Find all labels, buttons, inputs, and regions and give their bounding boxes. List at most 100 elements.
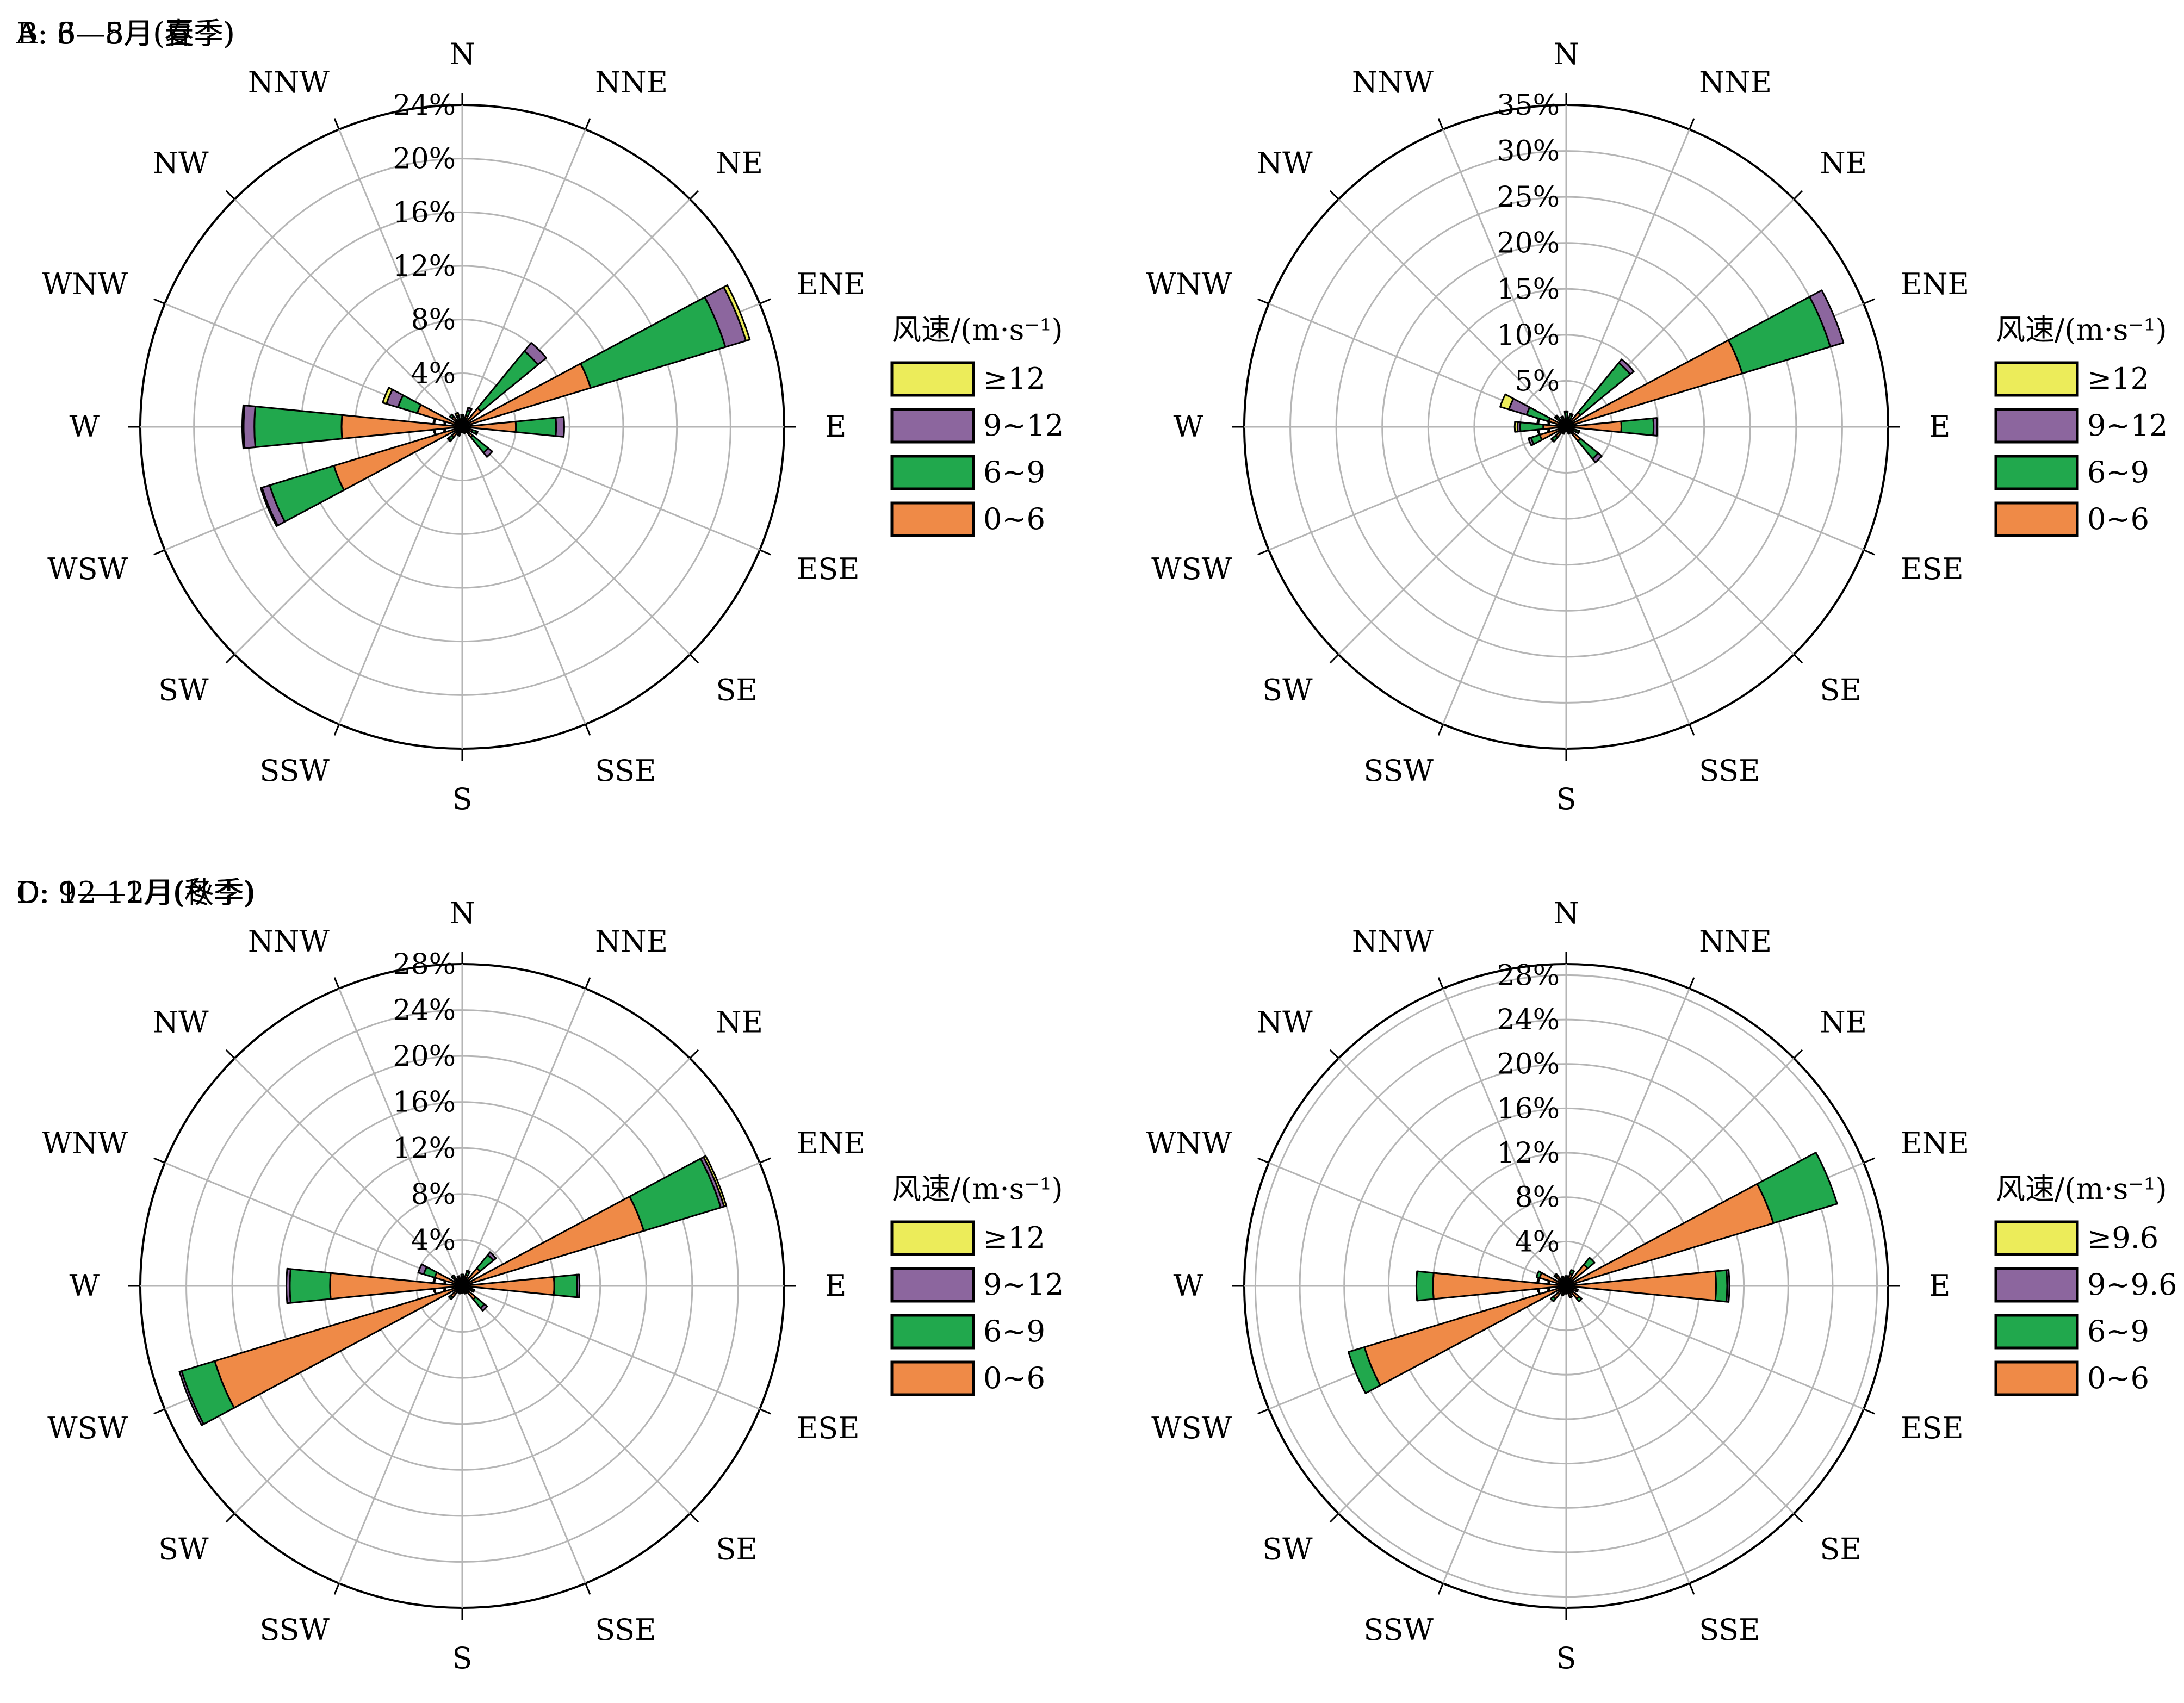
ring-tick [585,724,591,736]
legend-title: 风速/(m·s⁻¹) [1996,313,2167,347]
legend-label-1: 9~9.6 [2087,1267,2177,1302]
direction-label-se: SE [716,1532,757,1566]
ring-tick [153,1157,165,1164]
petal-s-speed-1 [1565,1291,1568,1295]
direction-label-w: W [69,1269,100,1303]
radial-tick-label: 8% [411,1178,456,1211]
petal-se-speed-2 [480,1303,488,1312]
legend: 风速/(m·s⁻¹) ≥12 9~12 6~9 0~6 [890,313,1064,537]
petal-wsw-speed-0 [1363,1285,1567,1387]
radial-tick-label: 10% [1497,319,1560,352]
direction-label-ese: ESE [797,1411,860,1445]
spoke-nnw [1442,988,1567,1286]
wind-rose-panel-d: D: 12—2月(冬季)NNNENEENEEESESESSESSSWSWWSWW… [16,875,2177,1675]
ring-tick [333,977,340,989]
petal-nne-speed-1 [1569,1269,1575,1275]
ring-tick [333,118,340,130]
direction-label-nw: NW [1257,146,1313,181]
spoke-nne [461,129,586,427]
legend-swatch-3 [1994,501,2079,537]
petal-e-speed-1 [553,1273,578,1298]
petal-s-speed-1 [461,1291,464,1294]
direction-label-e: E [1929,1269,1950,1303]
spoke-ese [462,1285,760,1410]
petal-w-speed-1 [253,406,343,448]
direction-label-wnw: WNW [42,267,128,301]
spoke-nne [1565,129,1690,427]
direction-label-nne: NNE [595,924,668,959]
direction-label-nnw: NNW [1352,924,1434,959]
radial-tick-label: 5% [1515,365,1560,397]
spoke-nnw [338,988,463,1286]
legend: 风速/(m·s⁻¹) ≥12 9~12 6~9 0~6 [890,1172,1064,1396]
direction-label-ne: NE [1820,1005,1867,1040]
petal-wnw-speed-3 [1499,393,1515,411]
legend: 风速/(m·s⁻¹) ≥9.6 9~9.6 6~9 0~6 [1994,1172,2177,1396]
spoke-wnw [1268,1162,1567,1287]
petal-w-speed-1 [289,1268,332,1304]
petal-nne-speed-2 [466,1270,471,1274]
ring-tick [585,118,591,130]
petal-nw-speed-1 [450,1274,456,1280]
petal-nnw-speed-3 [454,412,460,417]
petal-nnw-speed-2 [1560,415,1565,419]
direction-label-sw: SW [1262,673,1313,707]
radial-tick-label: 25% [1497,181,1560,214]
spoke-ssw [338,1285,463,1584]
legend-label-0: ≥12 [2087,362,2149,396]
legend-label-1: 9~12 [2087,408,2168,443]
spoke-ssw [1442,426,1567,725]
radial-tick-label: 4% [1515,1226,1560,1258]
petal-sw-speed-1 [448,1294,454,1301]
legend-label-3: 0~6 [2087,1361,2149,1395]
direction-label-e: E [1929,409,1950,444]
radial-tick-label: 24% [1497,1004,1560,1036]
ring-tick [1863,298,1875,304]
direction-label-sw: SW [1262,1532,1313,1566]
petal-ene-speed-2 [1809,289,1845,348]
direction-label-e: E [825,1269,846,1303]
panel-title: A: 3—5月(春季) [16,16,234,51]
ring-tick [1863,1408,1875,1415]
ring-tick [153,298,165,304]
ring-tick [1689,118,1695,130]
direction-label-nw: NW [153,146,209,181]
radial-tick-label: 8% [1515,1182,1560,1214]
direction-label-sw: SW [158,673,209,707]
petal-w-speed-1 [1519,421,1544,432]
legend-swatch-0 [1994,361,2079,397]
direction-label-nnw: NNW [1352,65,1434,100]
petal-wnw-speed-1 [1535,1270,1543,1279]
petal-ene-speed-3 [703,1155,728,1208]
ring-tick [1793,1049,1803,1059]
petal-n-speed-1 [1563,411,1569,422]
radial-tick-label: 30% [1497,135,1560,168]
ring-tick [1793,654,1803,664]
petal-ene-speed-0 [1565,339,1744,428]
petal-se-speed-2 [482,447,493,458]
ring-tick [153,549,165,556]
petal-sw-speed-2 [446,437,452,443]
direction-label-sse: SSE [595,754,656,788]
spoke-nnw [338,129,463,427]
direction-label-ese: ESE [1901,1411,1964,1445]
petal-sse-speed-1 [463,431,467,434]
petal-ese-speed-1 [1575,1288,1579,1293]
petal-nne-speed-2 [466,407,473,413]
spoke-nw [234,1058,463,1287]
direction-label-ssw: SSW [1363,754,1434,788]
ring-tick [1437,724,1444,736]
ring-tick [689,1049,699,1059]
ring-tick [1793,1513,1803,1523]
spoke-wnw [164,1162,463,1287]
petal-ssw-speed-1 [457,1291,461,1295]
radial-tick-label: 24% [393,89,456,122]
direction-label-ese: ESE [797,552,860,586]
direction-label-n: N [449,896,475,930]
spoke-ne [1565,1058,1795,1287]
radial-tick-label: 20% [1497,227,1560,260]
petal-wnw-speed-2 [417,1263,428,1276]
legend-swatch-2 [890,455,975,490]
direction-label-w: W [69,409,100,444]
